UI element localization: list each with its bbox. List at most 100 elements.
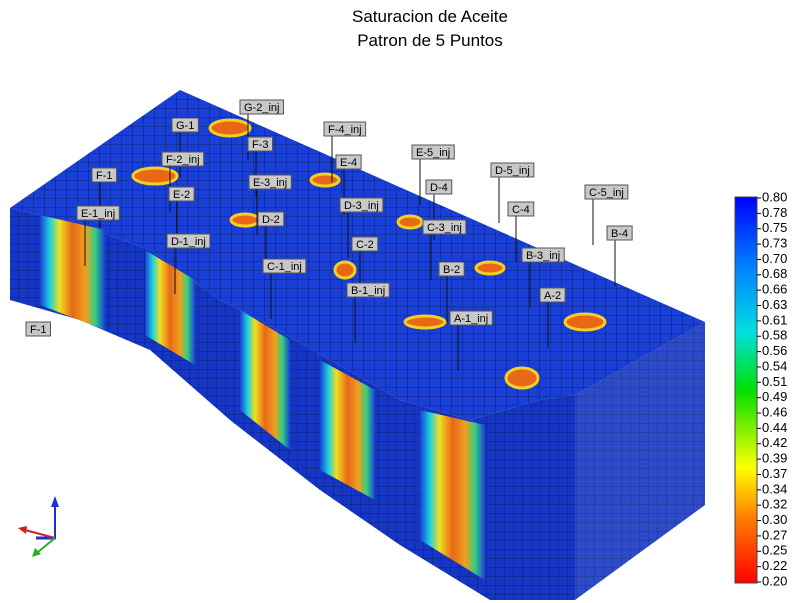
colorbar-label: 0.70	[762, 251, 787, 266]
subtitle: Patron de 5 Puntos	[357, 31, 503, 50]
colorbar-label: 0.46	[762, 404, 787, 419]
saturation-front	[145, 250, 195, 365]
well-label-box	[539, 287, 566, 303]
colorbar-label: 0.42	[762, 435, 787, 450]
well-label: F-1	[96, 170, 113, 182]
well-label: B-2	[443, 264, 460, 276]
saturation-front	[240, 310, 290, 450]
well-label: D-1_inj	[171, 236, 206, 248]
well-label: D-3_inj	[344, 200, 379, 212]
well-label-box	[262, 258, 307, 274]
colorbar-label: 0.34	[762, 481, 787, 496]
well-label-box	[422, 219, 467, 235]
saturation-top	[131, 118, 607, 390]
well-label: C-4	[512, 204, 530, 216]
colorbar-label: 0.56	[762, 343, 787, 358]
colorbar-label: 0.22	[762, 558, 787, 573]
well-label: D-2	[262, 214, 280, 226]
well-label: B-1_inj	[351, 285, 385, 297]
colorbar-label: 0.66	[762, 282, 787, 297]
well-label: F-2_inj	[166, 154, 200, 166]
well-label: E-2	[173, 189, 190, 201]
well-label-box	[25, 321, 51, 337]
well-label: D-5_inj	[495, 165, 530, 177]
well-label: G-1	[176, 120, 194, 132]
saturation-front	[420, 410, 485, 580]
well-label: E-5_inj	[416, 147, 450, 159]
top-surface	[10, 90, 705, 420]
axis-x	[24, 529, 56, 539]
title: Saturacion de Aceite	[352, 7, 508, 26]
colorbar-label: 0.75	[762, 220, 787, 235]
well-label-box	[91, 167, 117, 183]
well-label-box	[76, 205, 120, 221]
well-label-box	[490, 162, 535, 178]
colorbar-label: 0.63	[762, 297, 787, 312]
well-label: G-2_inj	[244, 102, 279, 114]
well-label: E-1_inj	[81, 208, 115, 220]
axis-arrow	[18, 526, 27, 534]
well-label: B-3_inj	[526, 250, 560, 262]
well-label: F-3	[252, 139, 269, 151]
well-label-box	[606, 225, 633, 241]
colorbar-label: 0.30	[762, 512, 787, 527]
colorbar-label: 0.25	[762, 543, 787, 558]
colorbar-label: 0.20	[762, 573, 787, 588]
well-label: C-3_inj	[427, 222, 462, 234]
colorbar-label: 0.49	[762, 389, 787, 404]
well-label-box	[168, 186, 195, 202]
colorbar-label: 0.78	[762, 205, 787, 220]
well-label: A-2	[544, 290, 561, 302]
colorbar-label: 0.54	[762, 358, 787, 373]
well-label: C-2	[356, 239, 374, 251]
well-label-box	[171, 117, 199, 133]
well-label-box	[247, 136, 273, 152]
well-label: D-4	[430, 182, 448, 194]
colorbar-label: 0.39	[762, 451, 787, 466]
well-label-box	[166, 233, 211, 249]
well-label-box	[584, 184, 629, 200]
well-label: C-1_inj	[267, 261, 302, 273]
saturation-front	[40, 215, 105, 330]
colorbar-label: 0.61	[762, 312, 787, 327]
well-label-box	[346, 282, 390, 298]
well-label-box	[323, 121, 367, 137]
colorbar-label: 0.32	[762, 497, 787, 512]
well-label-box	[411, 144, 455, 160]
axis-arrow	[51, 496, 59, 507]
axis-y	[37, 537, 56, 553]
well-label: F-4_inj	[328, 124, 362, 136]
well-label: F-1	[30, 324, 47, 336]
well-label-box	[507, 201, 535, 217]
well-label: A-1_inj	[454, 313, 488, 325]
colorbar	[734, 196, 758, 584]
well-label-box	[438, 261, 465, 277]
well-label-box	[449, 310, 493, 326]
well-label: E-4	[340, 157, 357, 169]
colorbar-label: 0.44	[762, 420, 787, 435]
well-label-box	[239, 99, 284, 115]
colorbar-label: 0.73	[762, 236, 787, 251]
right-face	[575, 322, 705, 600]
saturation-front	[320, 360, 375, 500]
well-label-box	[248, 174, 292, 190]
colorbar-label: 0.37	[762, 466, 787, 481]
colorbar-label: 0.68	[762, 266, 787, 281]
well-label-box	[161, 151, 205, 167]
colorbar-label: 0.27	[762, 527, 787, 542]
well-label-box	[339, 197, 384, 213]
well-label-box	[257, 211, 285, 227]
colorbar-label: 0.80	[762, 189, 787, 204]
well-label-box	[335, 154, 362, 170]
colorbar-label: 0.51	[762, 374, 787, 389]
well-label: C-5_inj	[589, 187, 624, 199]
axis-arrow	[32, 548, 41, 557]
well-label: E-3_inj	[253, 177, 287, 189]
colorbar-label: 0.58	[762, 328, 787, 343]
well-label-box	[351, 236, 379, 252]
well-label-box	[521, 247, 565, 263]
well-label: B-4	[611, 228, 628, 240]
well-label-box	[425, 179, 453, 195]
